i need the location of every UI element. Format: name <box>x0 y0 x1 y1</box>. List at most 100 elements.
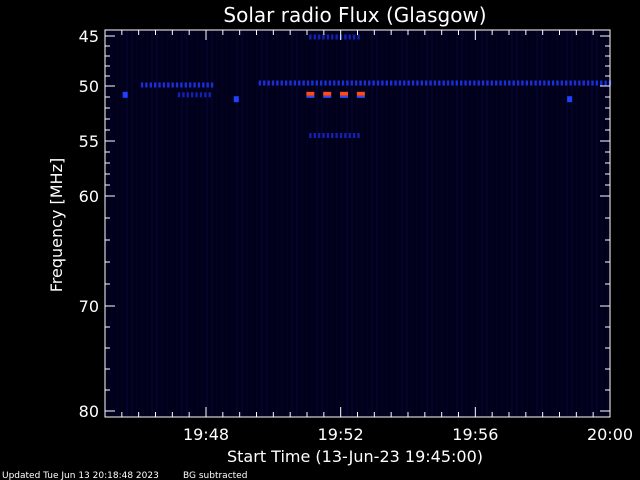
emission-band-segment <box>319 80 323 86</box>
emission-spot <box>122 91 128 98</box>
emission-band-segment <box>464 80 467 86</box>
emission-band-segment <box>186 92 190 98</box>
y-tick-label: 70 <box>79 297 99 316</box>
emission-band-segment <box>348 34 351 40</box>
emission-band-segment <box>438 80 441 86</box>
emission-band-segment <box>341 80 345 86</box>
emission-band-segment <box>385 80 388 86</box>
radio-burst-shadow <box>323 95 332 98</box>
emission-band-segment <box>197 82 201 88</box>
emission-band-segment <box>372 80 375 86</box>
emission-band-segment <box>407 80 410 86</box>
emission-band-segment <box>309 34 312 40</box>
emission-band-segment <box>258 80 262 86</box>
emission-band-segment <box>206 82 209 88</box>
emission-band-segment <box>359 80 362 86</box>
emission-band-segment <box>481 80 485 86</box>
chart-title: Solar radio Flux (Glasgow) <box>223 3 486 27</box>
emission-band-segment <box>317 133 321 138</box>
y-tick-label: 60 <box>79 187 99 206</box>
emission-band-segment <box>516 80 520 86</box>
emission-band-segment <box>145 82 148 88</box>
emission-band-segment <box>451 80 454 86</box>
y-tick-label: 80 <box>79 402 99 421</box>
emission-band-segment <box>560 80 564 86</box>
emission-band-segment <box>429 80 432 86</box>
emission-band-segment <box>184 82 187 88</box>
emission-band-segment <box>512 80 515 86</box>
emission-band-segment <box>289 80 292 86</box>
radio-burst-shadow <box>306 95 315 98</box>
emission-band-segment <box>411 80 415 86</box>
emission-band-segment <box>473 80 476 86</box>
emission-band-segment <box>167 82 170 88</box>
emission-band-segment <box>335 133 338 138</box>
emission-band-segment <box>317 34 321 40</box>
ticks: 19:48 19:52 19:56 20:00 45 50 55 60 70 80 <box>79 27 633 444</box>
emission-band-segment <box>416 80 419 86</box>
y-axis-label: Frequency [MHz] <box>47 158 66 292</box>
emission-band-segment <box>313 133 316 138</box>
emission-band-segment <box>569 80 572 86</box>
emission-band-segment <box>591 80 594 86</box>
emission-band-segment <box>322 34 325 40</box>
emission-band-segment <box>499 80 502 86</box>
spectral-features <box>122 34 612 138</box>
emission-band-segment <box>442 80 445 86</box>
emission-band-segment <box>486 80 489 86</box>
emission-band-segment <box>600 80 603 86</box>
radio-burst <box>323 91 332 96</box>
emission-band-segment <box>459 80 463 86</box>
emission-band-segment <box>595 80 599 86</box>
emission-band-segment <box>326 133 330 138</box>
emission-band-segment <box>339 133 343 138</box>
emission-band-segment <box>534 80 537 86</box>
emission-band-segment <box>352 133 356 138</box>
emission-band-segment <box>381 80 384 86</box>
bg-subtracted-note: BG subtracted <box>183 471 247 480</box>
emission-band-segment <box>357 34 360 40</box>
emission-band-segment <box>503 80 507 86</box>
radio-burst <box>356 91 365 96</box>
emission-band-segment <box>298 80 301 86</box>
emission-band-segment <box>302 80 305 86</box>
emission-band-segment <box>324 80 327 86</box>
emission-band-segment <box>586 80 590 86</box>
y-tick-label: 55 <box>79 132 99 151</box>
emission-band-segment <box>311 80 314 86</box>
emission-band-segment <box>477 80 480 86</box>
emission-band-segment <box>495 80 498 86</box>
emission-band-segment <box>284 80 288 86</box>
emission-band-segment <box>578 80 581 86</box>
emission-band-segment <box>175 82 179 88</box>
emission-band-segment <box>331 34 334 40</box>
emission-band-segment <box>455 80 459 86</box>
emission-band-segment <box>530 80 533 86</box>
emission-band-segment <box>193 82 196 88</box>
x-axis-label: Start Time (13-Jun-23 19:45:00) <box>227 447 483 466</box>
x-tick-label: 19:56 <box>452 425 498 444</box>
emission-band-segment <box>280 80 283 86</box>
y-tick-label: 45 <box>79 27 99 46</box>
emission-band-segment <box>171 82 174 88</box>
emission-band-segment <box>420 80 424 86</box>
emission-band-segment <box>389 80 393 86</box>
emission-band-segment <box>293 80 297 86</box>
emission-band-segment <box>508 80 511 86</box>
emission-band-segment <box>357 133 360 138</box>
x-tick-label: 19:52 <box>318 425 364 444</box>
emission-band-segment <box>195 92 198 98</box>
emission-band-segment <box>446 80 450 86</box>
emission-band-segment <box>331 133 334 138</box>
emission-spot <box>233 96 239 103</box>
emission-band-segment <box>158 82 161 88</box>
emission-band-segment <box>313 34 316 40</box>
emission-band-segment <box>208 92 211 98</box>
plot-area <box>105 30 610 417</box>
emission-band-segment <box>403 80 406 86</box>
emission-spot <box>567 96 573 103</box>
emission-band-segment <box>525 80 529 86</box>
y-tick-label: 50 <box>79 77 99 96</box>
emission-band-segment <box>551 80 555 86</box>
